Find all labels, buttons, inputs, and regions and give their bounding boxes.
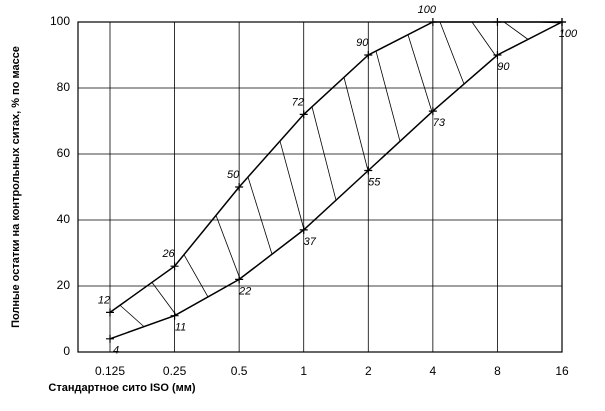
data-label: 37 xyxy=(304,236,317,248)
hatch xyxy=(247,176,273,255)
point-marker xyxy=(364,51,373,59)
hatch xyxy=(503,21,529,40)
x-tick-label: 1 xyxy=(300,364,307,378)
point-marker xyxy=(299,110,308,119)
x-tick-label: 0.5 xyxy=(231,364,248,378)
point-marker xyxy=(106,308,114,317)
hatch xyxy=(343,77,369,171)
data-label: 50 xyxy=(227,169,240,181)
x-tick-label: 0.25 xyxy=(163,364,187,378)
plot-frame xyxy=(77,21,563,353)
y-tick-label: 20 xyxy=(57,278,71,292)
x-axis-title: Стандартное сито ISO (мм) xyxy=(48,382,196,394)
y-axis-title: Полные остатки на контрольных ситах, % п… xyxy=(10,46,22,328)
y-tick-label: 60 xyxy=(57,146,71,160)
x-tick-label: 8 xyxy=(494,364,501,378)
point-marker xyxy=(299,225,308,234)
x-tick-label: 2 xyxy=(365,364,372,378)
x-tick-label: 16 xyxy=(555,364,569,378)
hatch xyxy=(311,106,337,201)
hatch xyxy=(119,304,145,327)
data-label: 55 xyxy=(368,176,381,188)
point-marker xyxy=(364,166,373,175)
data-label: 90 xyxy=(356,37,369,49)
point-marker xyxy=(428,107,437,116)
y-tick-label: 40 xyxy=(57,212,71,226)
hatch xyxy=(279,140,305,230)
point-marker xyxy=(428,18,437,26)
series-line xyxy=(109,21,563,340)
x-tick-label: 0.125 xyxy=(95,364,125,378)
hatch xyxy=(151,282,177,316)
data-label: 12 xyxy=(98,294,110,306)
point-marker xyxy=(235,275,244,284)
hatch xyxy=(215,215,241,279)
series-line xyxy=(109,21,562,314)
point-marker xyxy=(235,183,244,191)
y-tick-label: 0 xyxy=(63,344,70,358)
x-tick-label: 4 xyxy=(430,364,437,378)
data-label: 4 xyxy=(113,345,119,357)
hatch xyxy=(183,254,209,298)
data-label: 11 xyxy=(175,322,186,334)
data-label: 22 xyxy=(238,285,251,297)
hatch xyxy=(471,21,497,57)
data-label: 73 xyxy=(433,117,446,129)
data-label: 100 xyxy=(559,28,578,40)
data-label: 100 xyxy=(418,4,437,16)
hatch xyxy=(375,50,401,142)
data-label: 26 xyxy=(161,248,175,260)
point-marker xyxy=(493,51,502,59)
data-label: 72 xyxy=(292,96,304,108)
data-label: 90 xyxy=(497,61,510,73)
hatch xyxy=(407,34,433,113)
point-marker xyxy=(170,262,179,271)
point-marker xyxy=(493,18,502,26)
point-marker xyxy=(558,18,566,26)
y-tick-label: 100 xyxy=(50,14,70,28)
y-tick-label: 80 xyxy=(57,80,71,94)
point-marker xyxy=(106,334,114,343)
point-marker xyxy=(170,311,179,320)
hatch xyxy=(439,21,465,85)
